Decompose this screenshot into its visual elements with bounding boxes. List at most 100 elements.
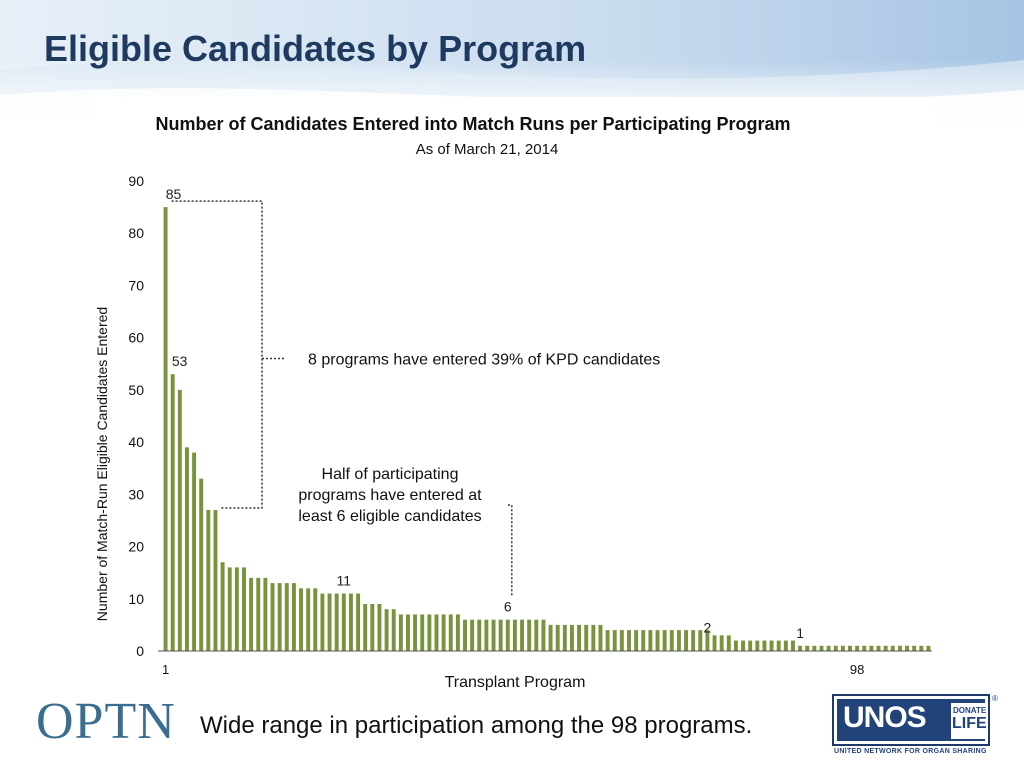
bar bbox=[855, 645, 860, 651]
bar bbox=[341, 593, 346, 651]
unos-tagline: UNITED NETWORK FOR ORGAN SHARING bbox=[834, 748, 987, 755]
bar bbox=[306, 588, 311, 651]
bar bbox=[192, 452, 197, 651]
bar bbox=[256, 577, 261, 651]
annotation-half-programs: least 6 eligible candidates bbox=[298, 508, 481, 525]
bar bbox=[726, 635, 731, 651]
bar bbox=[484, 619, 489, 651]
bar bbox=[698, 630, 703, 651]
bar bbox=[555, 624, 560, 651]
bar bbox=[398, 614, 403, 651]
bar bbox=[769, 640, 774, 651]
bar bbox=[498, 619, 503, 651]
chart-panel: Number of Candidates Entered into Match … bbox=[90, 97, 935, 697]
unos-logo-panel: UNOS DONATE LIFE bbox=[837, 699, 987, 741]
unos-wordmark: UNOS bbox=[843, 701, 927, 734]
bar bbox=[170, 374, 175, 651]
bar bbox=[363, 604, 368, 651]
bar bbox=[441, 614, 446, 651]
bar bbox=[356, 593, 361, 651]
bar bbox=[270, 583, 275, 651]
bar bbox=[427, 614, 432, 651]
bar bbox=[577, 624, 582, 651]
bar bbox=[748, 640, 753, 651]
bar bbox=[413, 614, 418, 651]
bar bbox=[470, 619, 475, 651]
bar bbox=[477, 619, 482, 651]
bar bbox=[448, 614, 453, 651]
bar bbox=[812, 645, 817, 651]
bar bbox=[805, 645, 810, 651]
data-label: 2 bbox=[704, 620, 712, 636]
bar bbox=[883, 645, 888, 651]
y-tick-label: 30 bbox=[128, 486, 144, 502]
bar bbox=[634, 630, 639, 651]
bar bbox=[919, 645, 924, 651]
bar bbox=[327, 593, 332, 651]
bar bbox=[377, 604, 382, 651]
data-label: 6 bbox=[504, 599, 512, 615]
bar bbox=[598, 624, 603, 651]
bar bbox=[619, 630, 624, 651]
x-tick-label: 98 bbox=[850, 662, 864, 677]
bar bbox=[199, 478, 204, 651]
bar bbox=[220, 562, 225, 651]
bar bbox=[505, 619, 510, 651]
optn-logo: OPTN bbox=[36, 693, 176, 750]
footer-caption: Wide range in participation among the 98… bbox=[200, 712, 753, 739]
bar bbox=[719, 635, 724, 651]
bar bbox=[213, 510, 218, 651]
bar bbox=[277, 583, 282, 651]
bar bbox=[291, 583, 296, 651]
data-label: 53 bbox=[172, 353, 188, 369]
y-tick-label: 90 bbox=[128, 173, 144, 189]
data-label: 1 bbox=[796, 625, 804, 641]
y-tick-label: 0 bbox=[136, 643, 144, 659]
bar-chart: Number of Candidates Entered into Match … bbox=[94, 114, 932, 691]
bar bbox=[705, 630, 710, 651]
y-tick-label: 60 bbox=[128, 330, 144, 346]
bar bbox=[406, 614, 410, 651]
bar bbox=[926, 645, 931, 651]
bar bbox=[249, 577, 254, 651]
bar bbox=[534, 619, 539, 651]
bar bbox=[434, 614, 439, 651]
slide-title: Eligible Candidates by Program bbox=[44, 28, 587, 69]
bar bbox=[684, 630, 688, 651]
bar bbox=[741, 640, 746, 651]
bar bbox=[527, 619, 532, 651]
bar bbox=[733, 640, 738, 651]
bar bbox=[512, 619, 517, 651]
bar bbox=[584, 624, 589, 651]
bar bbox=[612, 630, 617, 651]
annotation-top-programs: 8 programs have entered 39% of KPD candi… bbox=[308, 352, 660, 369]
bar bbox=[791, 640, 795, 651]
bar bbox=[370, 604, 375, 651]
y-tick-label: 80 bbox=[128, 225, 144, 241]
bar bbox=[890, 645, 895, 651]
chart-subtitle: As of March 21, 2014 bbox=[416, 141, 559, 158]
bar bbox=[783, 640, 788, 651]
annotation-pointer bbox=[508, 504, 513, 596]
data-label: 11 bbox=[337, 573, 352, 589]
bar bbox=[662, 630, 667, 651]
bar bbox=[548, 624, 553, 651]
y-tick-label: 40 bbox=[128, 434, 144, 450]
bar bbox=[284, 583, 289, 651]
bar bbox=[242, 567, 246, 651]
bar bbox=[263, 577, 268, 651]
bar bbox=[676, 630, 681, 651]
bar bbox=[691, 630, 696, 651]
bar bbox=[591, 624, 596, 651]
y-tick-label: 20 bbox=[128, 539, 144, 555]
annotation-half-programs: programs have entered at bbox=[298, 487, 482, 504]
bar bbox=[384, 609, 389, 651]
bar bbox=[520, 619, 525, 651]
bar bbox=[541, 619, 546, 651]
chart-title: Number of Candidates Entered into Match … bbox=[155, 114, 790, 134]
bar bbox=[905, 645, 910, 651]
bar bbox=[627, 630, 631, 651]
y-tick-label: 50 bbox=[128, 382, 144, 398]
bar bbox=[227, 567, 232, 651]
registered-mark: ® bbox=[992, 694, 998, 703]
